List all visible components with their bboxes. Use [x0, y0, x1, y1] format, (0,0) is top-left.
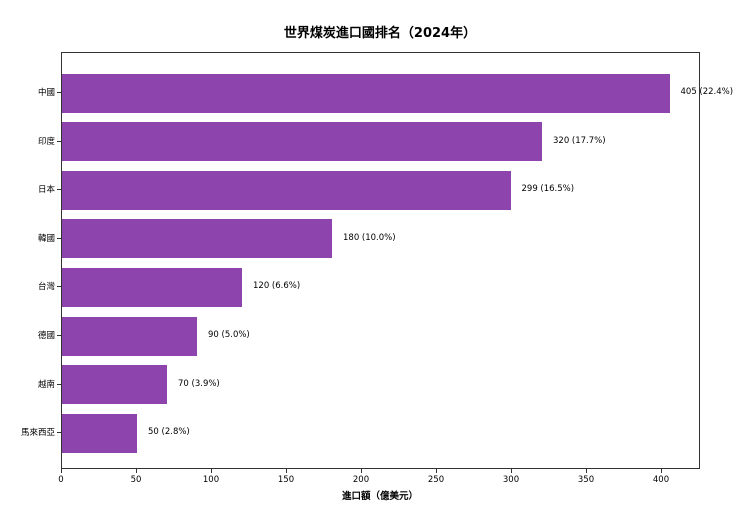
chart-title: 世界煤炭進口國排名（2024年） [283, 26, 477, 41]
y-tick [57, 140, 61, 142]
x-tick [61, 469, 62, 473]
y-tick-label: 台灣 [37, 282, 55, 293]
x-axis-title: 進口額（億美元） [341, 491, 419, 502]
bar-value-label: 180 (10.0%) [343, 232, 396, 243]
x-tick-label: 250 [427, 475, 445, 485]
bar-value-label: 90 (5.0%) [208, 330, 250, 340]
plot-area [61, 52, 700, 469]
x-tick [211, 469, 212, 473]
y-tick [57, 286, 61, 288]
x-tick-label: 100 [202, 475, 220, 485]
bar [62, 170, 511, 210]
x-tick [436, 469, 437, 473]
y-tick [57, 383, 61, 385]
bar-value-label: 50 (2.8%) [148, 427, 190, 438]
bar [62, 122, 542, 162]
bar [62, 219, 332, 259]
bar [62, 73, 670, 113]
bar-value-label: 120 (6.6%) [253, 281, 301, 292]
y-tick [57, 189, 61, 191]
x-tick [361, 469, 362, 473]
bar [62, 365, 167, 405]
y-tick [57, 92, 61, 93]
bar-value-label: 405 (22.4%) [680, 87, 734, 97]
y-tick-label: 韓國 [37, 233, 55, 244]
y-tick [57, 237, 61, 239]
x-tick-label: 200 [352, 475, 370, 485]
x-tick [511, 469, 512, 473]
x-tick-label: 300 [502, 475, 520, 485]
bar-value-label: 320 (17.7%) [553, 135, 606, 146]
x-tick-label: 0 [58, 475, 64, 485]
bar [62, 316, 197, 356]
y-tick-label: 日本 [37, 185, 55, 196]
bar [62, 413, 137, 453]
y-tick-label: 越南 [37, 379, 55, 390]
y-tick-label: 馬來西亞 [20, 428, 55, 439]
bar-value-label: 70 (3.9%) [178, 378, 220, 389]
bar-value-label: 299 (16.5%) [521, 184, 575, 195]
bar [62, 267, 242, 307]
y-tick-label: 中國 [37, 88, 55, 98]
x-tick-label: 150 [277, 475, 295, 485]
y-tick [57, 432, 61, 434]
x-tick [136, 469, 137, 473]
y-tick [57, 335, 61, 336]
x-tick [661, 469, 662, 473]
y-tick-label: 印度 [37, 136, 55, 147]
x-tick [586, 469, 587, 473]
x-tick [286, 469, 287, 473]
x-tick-label: 50 [130, 475, 142, 485]
x-tick-label: 350 [577, 475, 595, 485]
x-tick-label: 400 [652, 475, 670, 485]
y-tick-label: 德國 [37, 331, 55, 341]
